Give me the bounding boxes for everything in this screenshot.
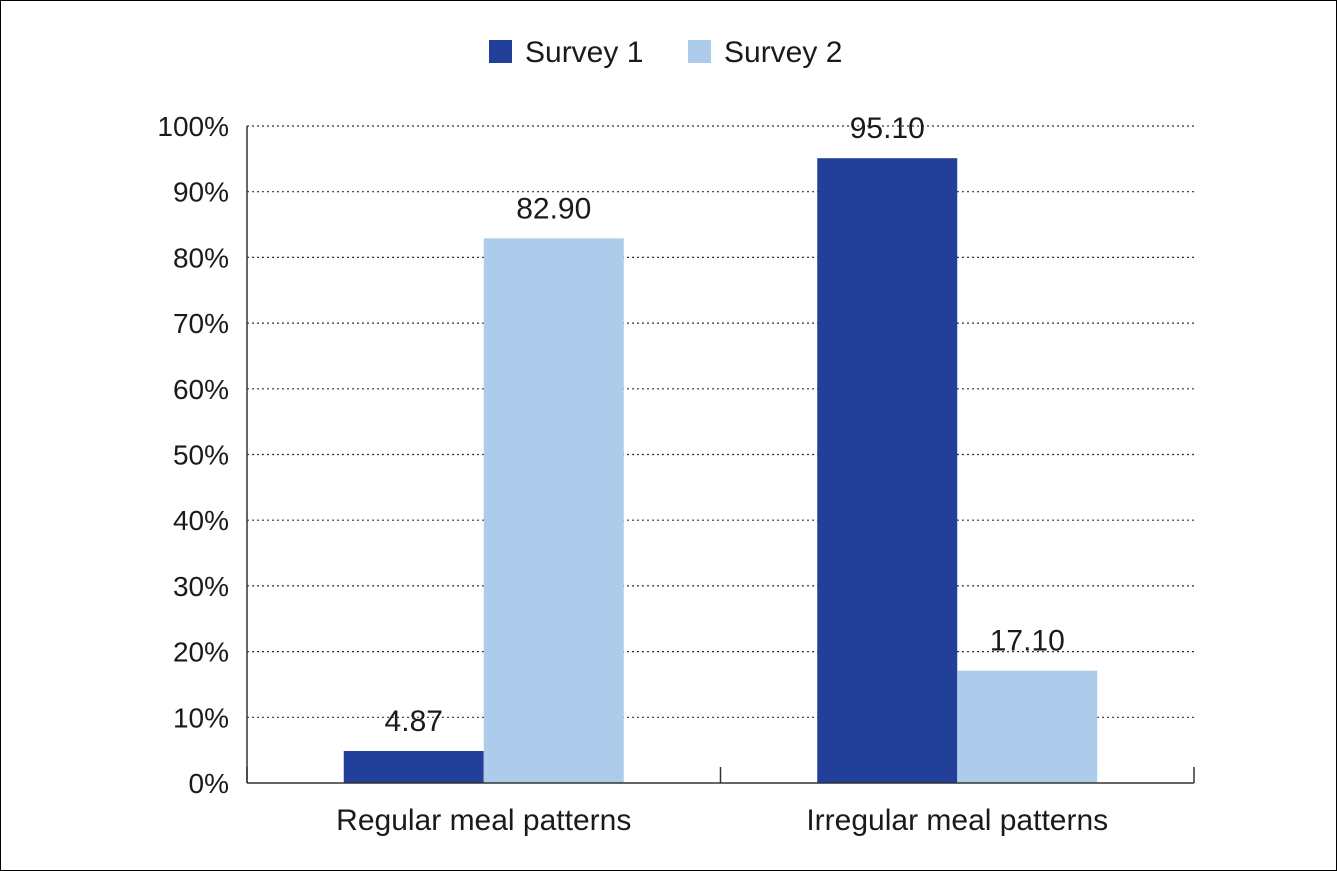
bar-survey-2 xyxy=(957,670,1098,783)
x-category-label: Irregular meal patterns xyxy=(806,804,1108,837)
bars xyxy=(343,158,1098,784)
y-tick-label: 90% xyxy=(173,177,229,208)
data-label: 95.10 xyxy=(850,112,925,145)
data-labels: 4.87 82.90 95.10 17.10 xyxy=(385,112,1065,738)
y-tick-label: 20% xyxy=(173,637,229,668)
y-tick-label: 100% xyxy=(157,111,229,142)
x-axis-categories: Regular meal patterns Irregular meal patt… xyxy=(336,804,1108,837)
legend-swatch xyxy=(489,40,512,63)
y-tick-label: 60% xyxy=(173,374,229,405)
y-tick-label: 30% xyxy=(173,571,229,602)
data-label: 4.87 xyxy=(385,705,443,738)
axes xyxy=(246,126,1195,784)
bar-survey-2 xyxy=(483,238,624,784)
data-label: 82.90 xyxy=(516,192,591,225)
y-tick-label: 10% xyxy=(173,702,229,733)
legend-label: Survey 1 xyxy=(525,36,643,69)
y-tick-label: 70% xyxy=(173,308,229,339)
legend: Survey 1 Survey 2 xyxy=(489,36,842,69)
y-tick-label: 80% xyxy=(173,242,229,273)
data-label: 17.10 xyxy=(990,625,1065,658)
legend-swatch xyxy=(688,40,711,63)
legend-label: Survey 2 xyxy=(724,36,842,69)
bar-survey-1 xyxy=(817,158,958,783)
y-tick-label: 50% xyxy=(173,440,229,471)
y-tick-label: 40% xyxy=(173,505,229,536)
bar-survey-1 xyxy=(343,751,484,783)
y-tick-label: 0% xyxy=(189,768,229,799)
y-axis-ticks: 0% 10% 20% 30% 40% 50% 60% 70% 80% 90% 100% xyxy=(157,111,229,799)
x-category-label: Regular meal patterns xyxy=(336,804,631,837)
